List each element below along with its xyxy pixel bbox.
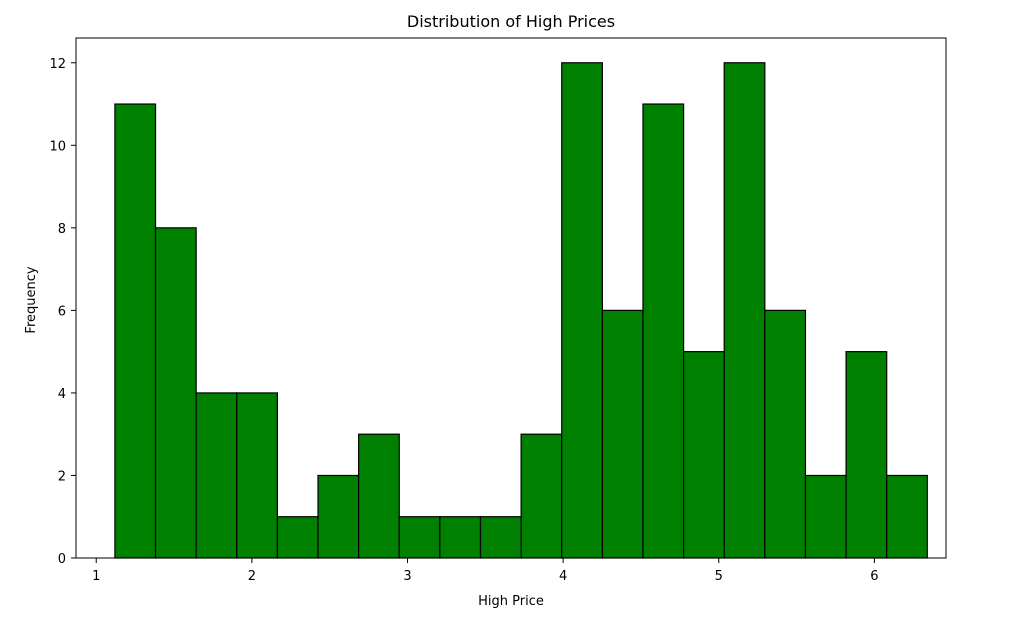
histogram-bar: [276, 516, 319, 559]
chart-title: Distribution of High Prices: [407, 12, 615, 31]
bars-group: [114, 62, 928, 559]
y-tick-label: 2: [58, 469, 66, 484]
x-tick-label: 5: [715, 569, 723, 584]
y-tick-label: 10: [49, 139, 66, 154]
histogram-bar: [845, 351, 888, 559]
histogram-bar: [439, 516, 482, 559]
histogram-bar: [601, 309, 644, 559]
histogram-bar: [154, 227, 197, 559]
y-tick-label: 12: [49, 57, 66, 72]
histogram-bar: [764, 309, 807, 559]
histogram-bar: [520, 433, 563, 559]
y-tick-label: 0: [58, 552, 66, 567]
histogram-bar: [682, 351, 725, 559]
histogram-bar: [236, 392, 278, 559]
histogram-bar: [195, 392, 238, 559]
x-tick-label: 1: [92, 569, 100, 584]
x-axis-ticks: 1 2 3 4 5 6: [92, 558, 879, 584]
plot-frame: [75, 37, 947, 559]
histogram-bar: [114, 103, 157, 559]
x-tick-label: 2: [248, 569, 256, 584]
x-tick-label: 6: [870, 569, 878, 584]
histogram-bar: [479, 516, 522, 559]
histogram-bar: [723, 62, 766, 559]
histogram-bar: [886, 474, 928, 559]
histogram-bar: [642, 103, 685, 559]
y-axis-label: Frequency: [24, 266, 39, 333]
y-tick-label: 6: [58, 304, 66, 319]
histogram-bar: [561, 62, 603, 559]
histogram-bar: [398, 516, 441, 559]
y-tick-label: 8: [58, 222, 66, 237]
histogram-bar: [804, 474, 847, 559]
y-axis-ticks: 0 2 4 6 8 10 12: [49, 57, 76, 567]
x-tick-label: 3: [403, 569, 411, 584]
histogram-bar: [358, 433, 400, 559]
x-axis-label: High Price: [478, 594, 544, 609]
histogram-bar: [317, 474, 360, 559]
x-tick-label: 4: [559, 569, 567, 584]
y-tick-label: 4: [58, 387, 66, 402]
